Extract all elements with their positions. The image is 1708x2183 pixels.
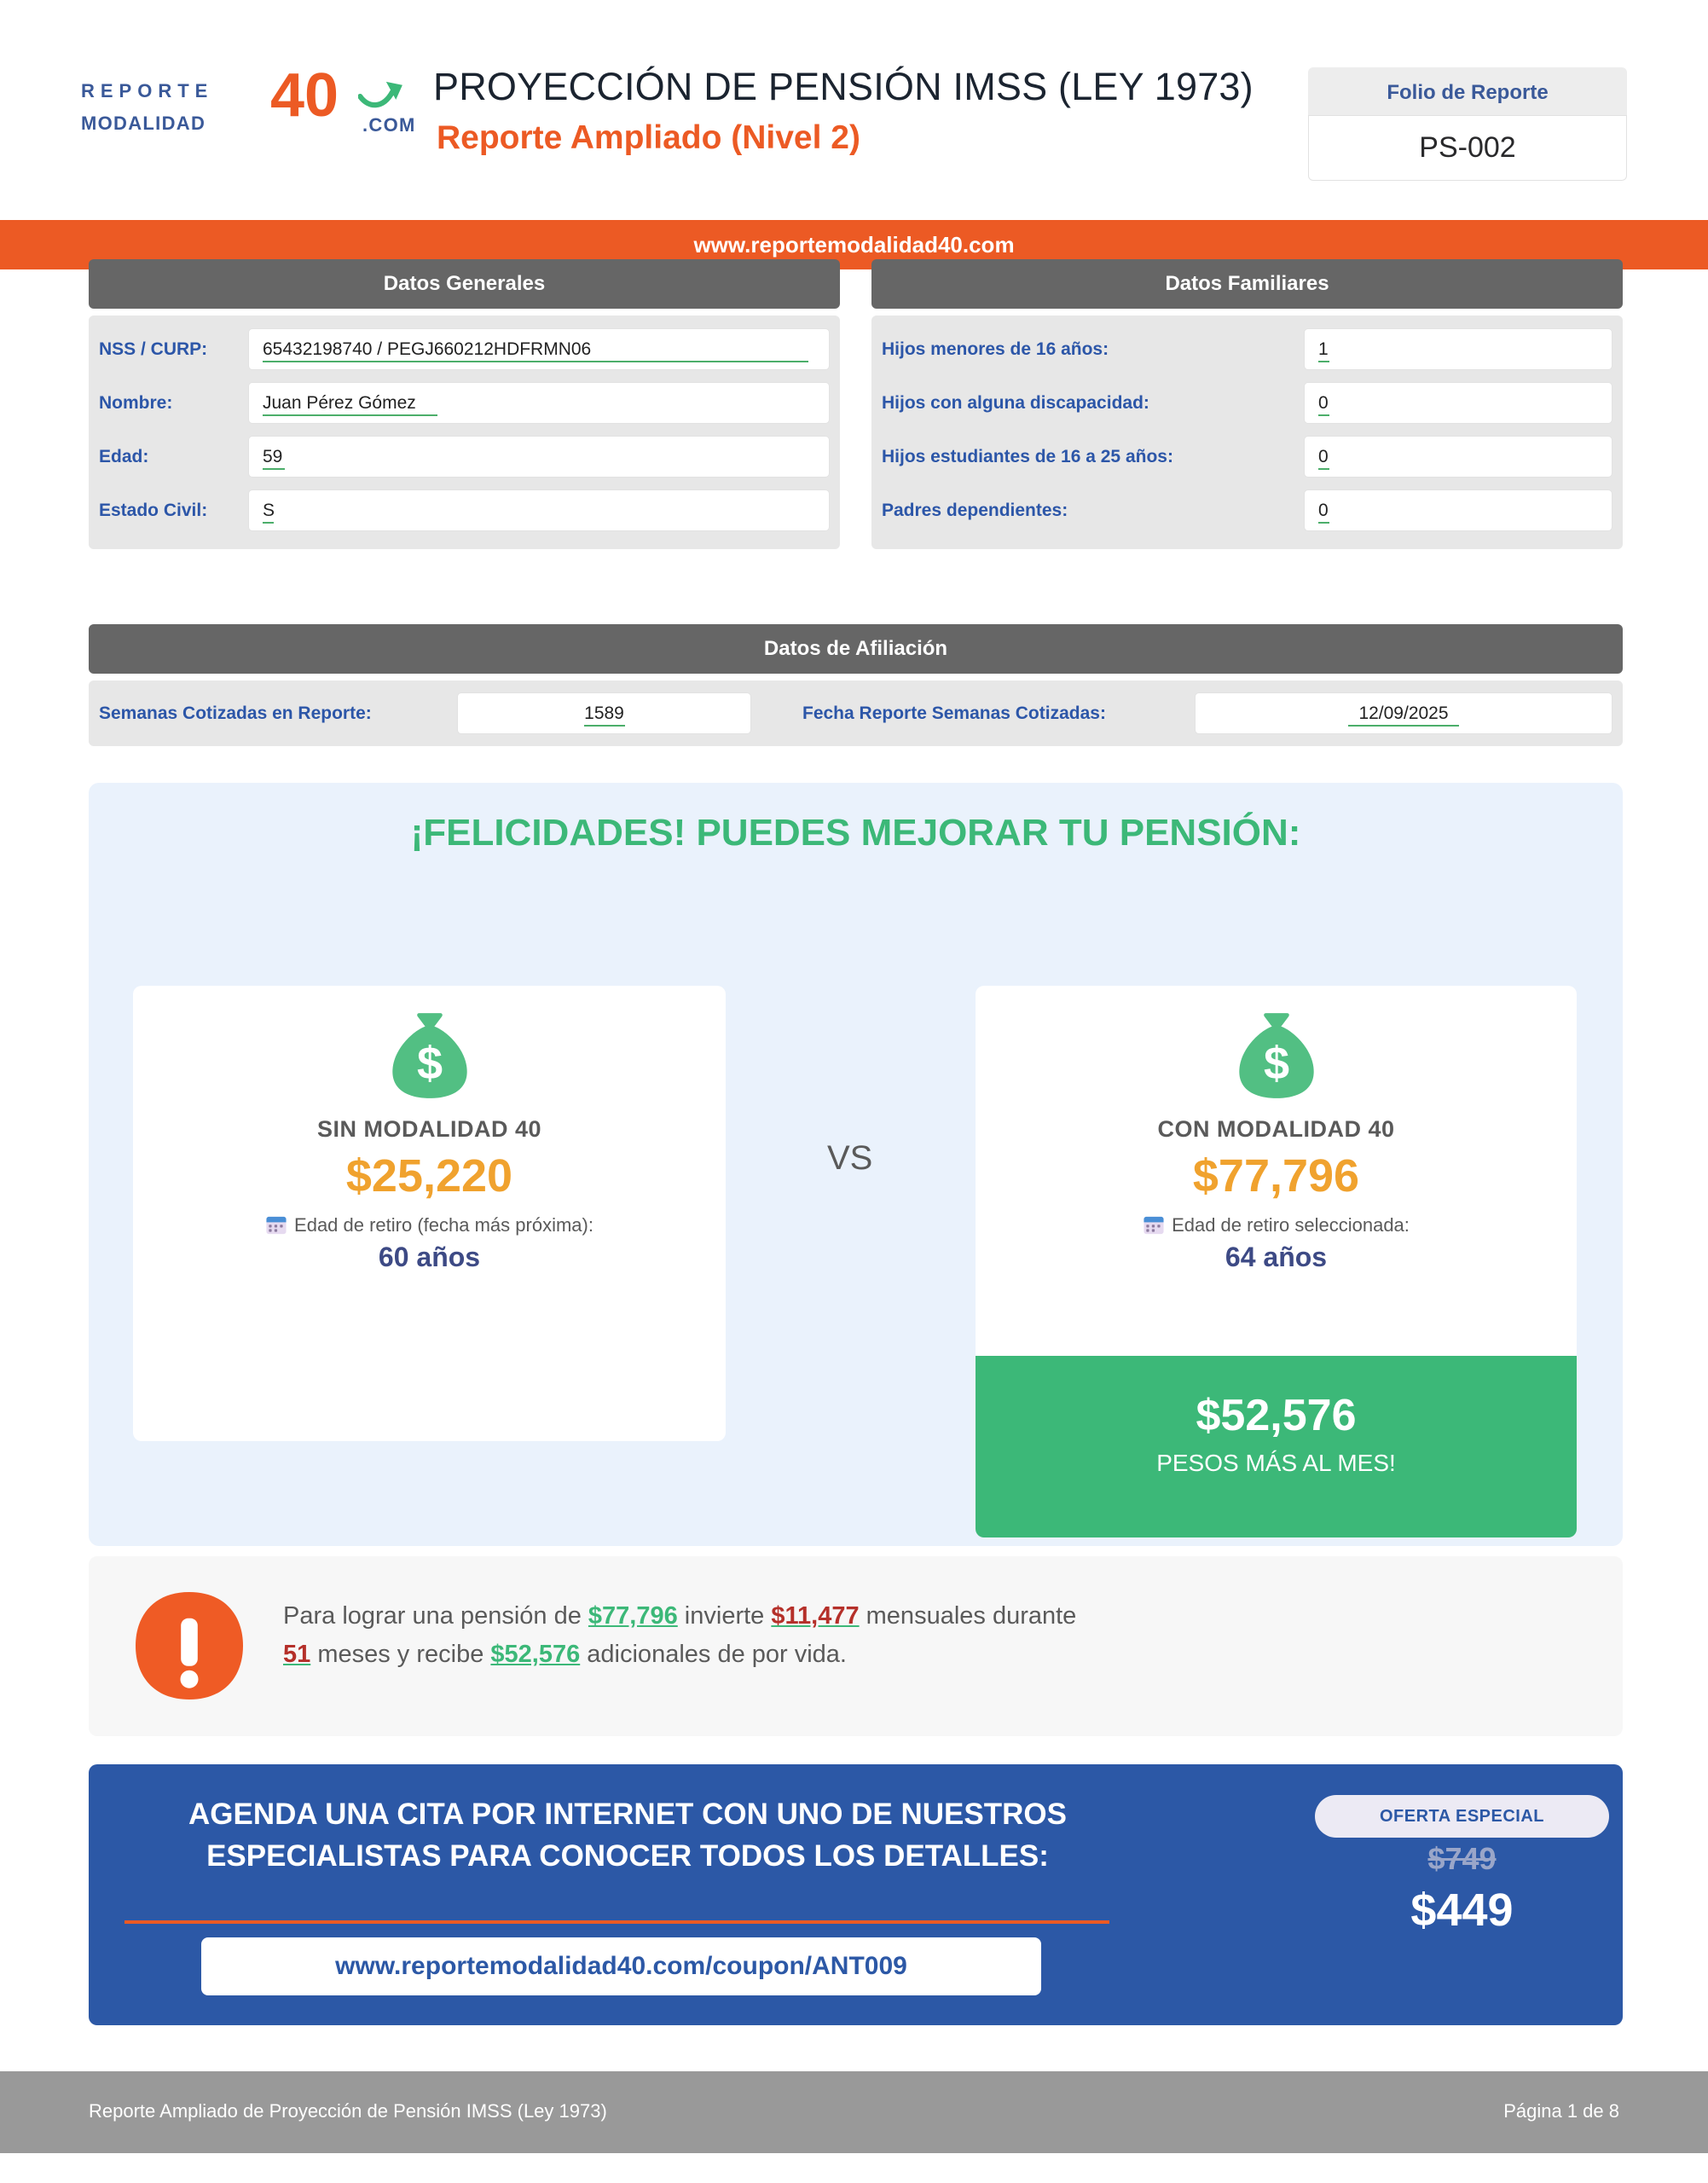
svg-text:$: $ <box>416 1038 442 1089</box>
svg-text:$: $ <box>1263 1038 1288 1089</box>
